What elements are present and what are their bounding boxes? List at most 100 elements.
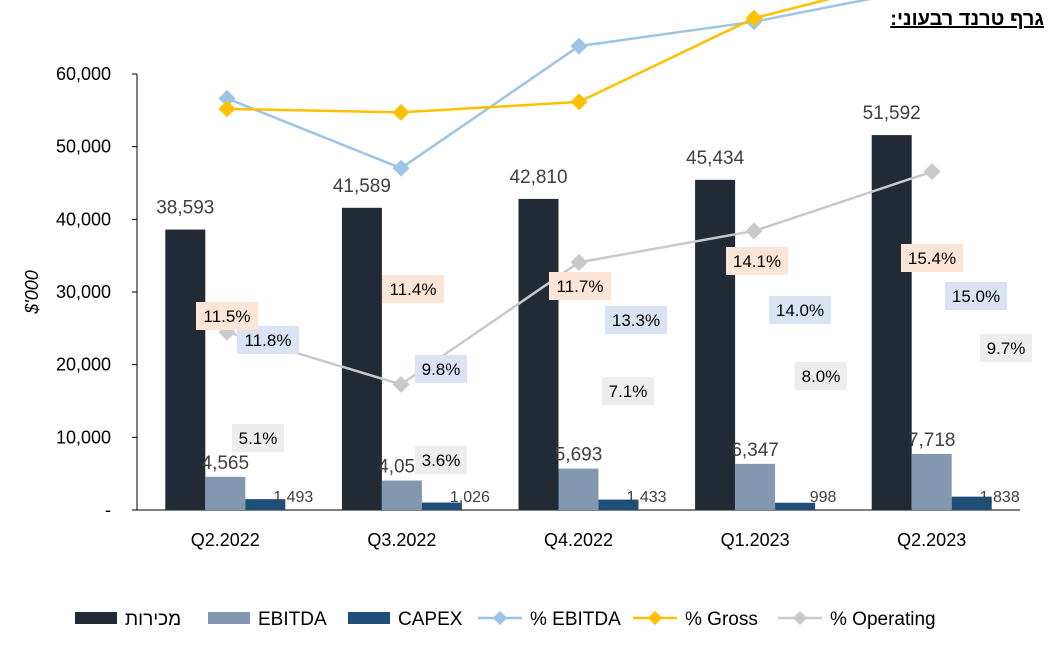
y-axis: - 10,000 20,000 30,000 40,000 50,000 60,000 $'0…	[22, 64, 138, 520]
operating-pct-label: 8.0%	[802, 367, 841, 386]
gross-pct-label-bg	[196, 302, 258, 330]
bar-capex	[775, 502, 816, 510]
legend-operating-pct-text: % Operating	[830, 609, 936, 630]
legend-capex: CAPEX	[348, 609, 463, 630]
legend-gross-pct-text: % Gross	[685, 609, 758, 630]
ebitda-pct-marker	[218, 89, 236, 107]
bar-ebitda	[205, 476, 246, 510]
sales-value-label: 41,589	[333, 176, 391, 197]
x-tick-label: Q1.2023	[721, 530, 790, 550]
bar-capex	[598, 499, 639, 510]
gross-pct-label: 14.1%	[733, 252, 781, 271]
ebitda-pct-label: 13.3%	[612, 311, 660, 330]
operating-pct-label-bg	[415, 446, 467, 474]
gross-pct-label-bg	[382, 275, 444, 303]
legend-ebitda-swatch	[208, 612, 250, 624]
ebitda-pct-label-bg	[769, 296, 831, 324]
legend-sales: מכירות	[75, 609, 181, 630]
ebitda-pct-label-bg	[945, 282, 1007, 310]
bar-sales	[518, 198, 559, 510]
bar-sales	[695, 179, 736, 511]
gross-pct-marker	[392, 103, 410, 121]
operating-pct-marker	[745, 222, 763, 240]
ebitda-value-label: 4,565	[202, 453, 250, 474]
legend-operating-pct-marker	[792, 610, 808, 626]
y-tick-label: 50,000	[56, 137, 111, 157]
ebitda-pct-marker	[570, 37, 588, 55]
ebitda-pct-label: 15.0%	[952, 287, 1000, 306]
ebitda-value-label: 6,347	[731, 440, 779, 461]
bar-sales	[341, 207, 382, 510]
gross-pct-marker	[570, 93, 588, 111]
sales-value-label: 38,593	[156, 198, 214, 219]
ebitda-pct-line	[226, 0, 872, 170]
operating-pct-marker	[923, 163, 941, 181]
x-axis: Q2.2022 Q3.2022 Q4.2022 Q1.2023 Q2.2023	[137, 509, 1020, 550]
bar-ebitda	[558, 468, 599, 510]
capex-value-label: 998	[810, 489, 837, 506]
ebitda-value-label: 7,718	[908, 430, 956, 451]
x-tick-label: Q4.2022	[544, 530, 613, 550]
gross-pct-label: 15.4%	[908, 249, 956, 268]
legend-ebitda-pct: % EBITDA	[478, 609, 621, 630]
x-tick-label: Q2.2022	[191, 530, 260, 550]
ebitda-pct-label-bg	[237, 326, 299, 354]
ebitda-pct-marker	[392, 159, 410, 177]
capex-value-label: 1,493	[273, 489, 313, 506]
y-tick-label: 20,000	[56, 355, 111, 375]
data-labels: 38,593 41,589 42,810 45,434 51,592 4,565 4,052…	[156, 103, 1032, 506]
y-tick-label: 30,000	[56, 282, 111, 302]
y-tick-label: 60,000	[56, 64, 111, 84]
bar-sales	[165, 229, 206, 510]
operating-pct-marker	[570, 253, 588, 271]
capex-value-label: 1,433	[626, 489, 666, 506]
gross-pct-marker	[745, 9, 763, 27]
legend-capex-swatch	[348, 612, 390, 624]
ebitda-pct-label: 11.8%	[245, 331, 292, 350]
sales-value-label: 45,434	[686, 148, 745, 169]
capex-value-label: 1,838	[980, 489, 1020, 506]
y-axis-title: $'000	[22, 270, 42, 314]
legend-sales-swatch	[75, 612, 117, 624]
x-tick-label: Q3.2022	[367, 530, 436, 550]
operating-pct-label-bg	[980, 334, 1032, 362]
ebitda-value-label: 4,052	[378, 457, 426, 478]
gross-pct-label: 11.5%	[204, 307, 251, 326]
ebitda-pct-label-bg	[415, 355, 467, 383]
operating-pct-label: 7.1%	[609, 382, 648, 401]
bar-capex	[951, 496, 992, 510]
operating-pct-label-bg	[232, 424, 284, 452]
ebitda-pct-label-bg	[605, 306, 667, 334]
legend-sales-text: מכירות	[125, 609, 181, 630]
page-title: גרף טרנד רבעוני:	[890, 8, 1044, 30]
operating-pct-label: 3.6%	[422, 451, 461, 470]
operating-pct-label-bg	[602, 377, 654, 405]
y-tick-label: 10,000	[56, 427, 111, 447]
operating-pct-label: 5.1%	[239, 429, 278, 448]
legend-gross-pct-marker	[647, 610, 663, 626]
operating-pct-marker	[392, 375, 410, 393]
bar-ebitda	[381, 480, 422, 510]
bar-ebitda	[735, 463, 776, 510]
x-tick-label: Q2.2023	[897, 530, 966, 550]
legend-ebitda-pct-marker	[492, 610, 508, 626]
bar-ebitda	[911, 453, 952, 510]
ebitda-value-label: 5,693	[555, 445, 603, 466]
sales-value-label: 42,810	[509, 167, 567, 188]
legend-gross-pct: % Gross	[633, 609, 758, 630]
legend-operating-pct: % Operating	[778, 609, 936, 630]
bar-sales	[871, 135, 912, 510]
y-tick-label: -	[105, 500, 111, 520]
bar-capex	[421, 502, 462, 510]
gross-pct-label-bg	[901, 244, 963, 272]
lines	[218, 0, 941, 393]
operating-pct-label: 9.7%	[987, 339, 1026, 358]
gross-pct-label: 11.7%	[557, 277, 604, 296]
bar-capex	[245, 499, 286, 510]
legend-ebitda-text: EBITDA	[258, 609, 327, 630]
legend-ebitda: EBITDA	[208, 609, 327, 630]
y-tick-label: 40,000	[56, 209, 111, 229]
ebitda-pct-label: 14.0%	[776, 301, 824, 320]
ebitda-pct-label: 9.8%	[422, 360, 461, 379]
